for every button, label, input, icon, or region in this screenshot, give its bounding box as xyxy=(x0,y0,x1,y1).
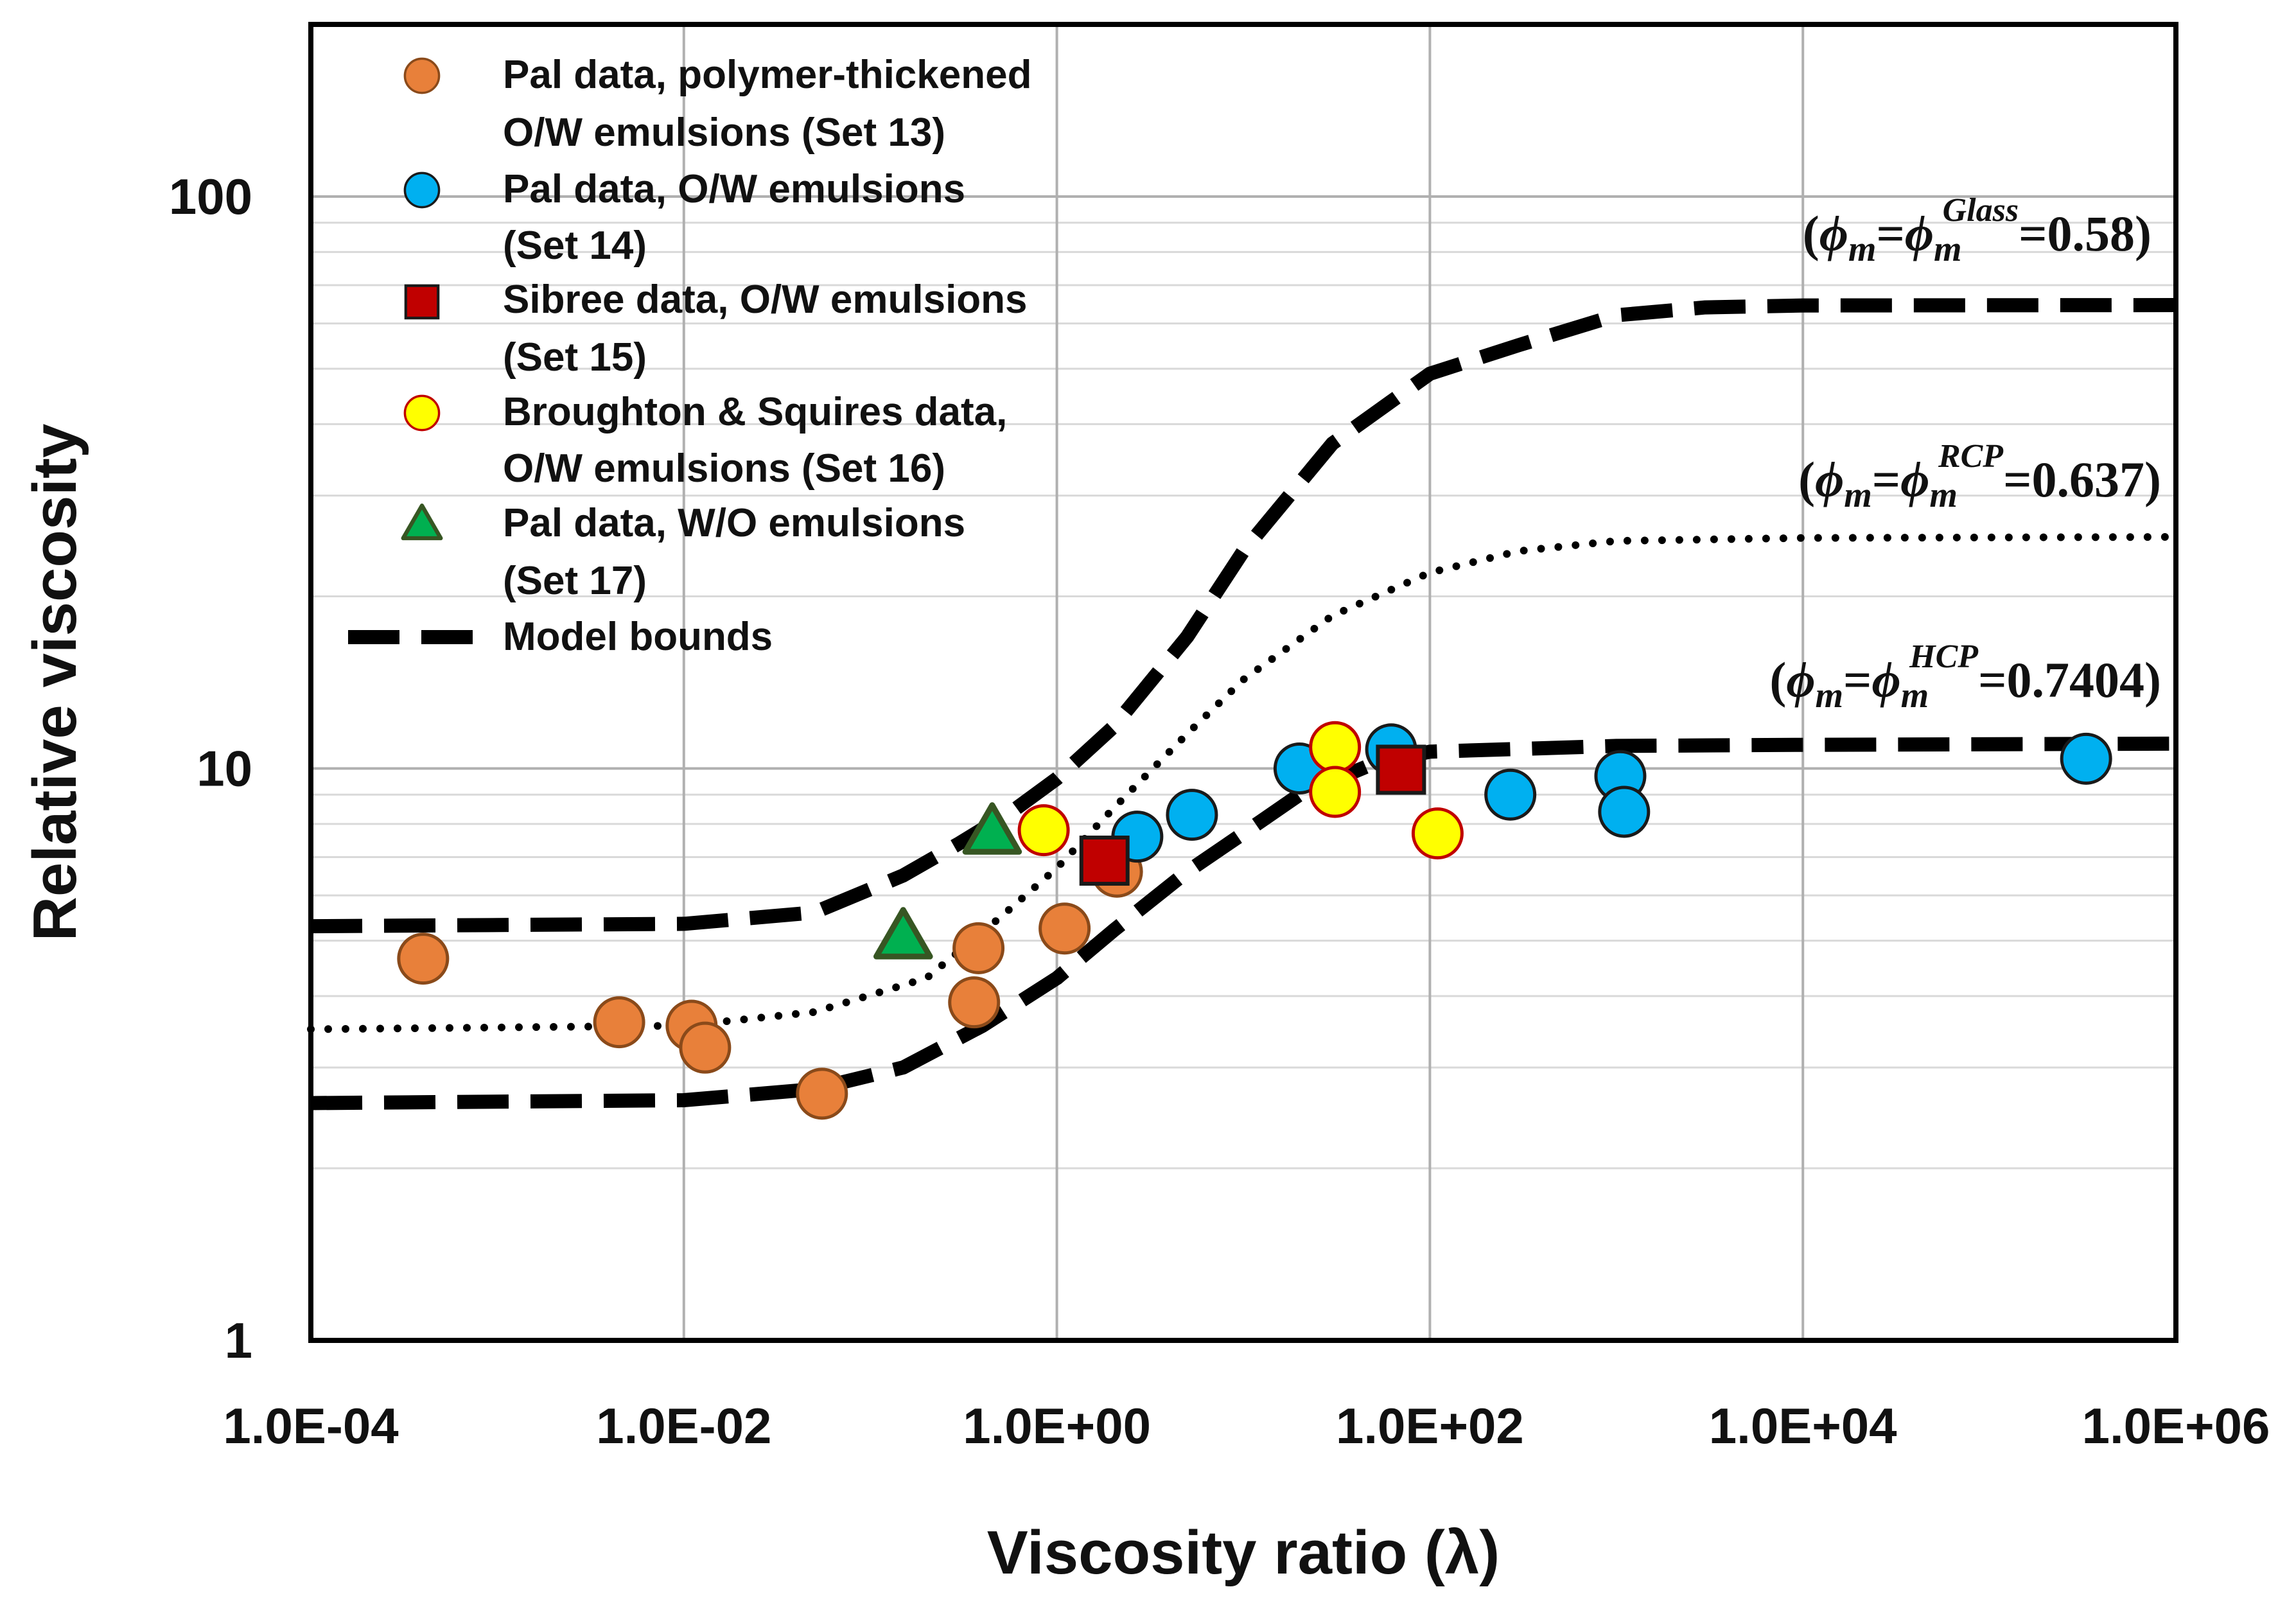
data-point-set-14 xyxy=(1166,789,1218,841)
annotation-subscript: m xyxy=(1815,676,1843,715)
data-point-set-13 xyxy=(679,1021,732,1074)
legend-label: O/W emulsions (Set 16) xyxy=(503,446,945,491)
annotation-phi: ϕ xyxy=(1900,452,1929,507)
annotation-phi: ϕ xyxy=(1871,652,1900,708)
data-point-set-13 xyxy=(397,933,450,985)
data-points xyxy=(397,721,2112,1120)
data-point-set-16 xyxy=(1411,807,1464,860)
y-axis-title: Relative viscosity xyxy=(21,424,89,942)
legend-label: Pal data, O/W emulsions xyxy=(503,167,965,211)
annotation-superscript: HCP xyxy=(1909,638,1979,675)
y-tick-label: 1 xyxy=(225,1312,252,1369)
model-curve-glass xyxy=(310,298,2177,934)
legend-label: O/W emulsions (Set 13) xyxy=(503,110,945,155)
data-point-set-16 xyxy=(1309,766,1362,818)
legend-marker-set-13 xyxy=(403,57,441,94)
annotation-glass: (ϕm=ϕmGlass=0.58) xyxy=(1803,192,2151,269)
legend: Pal data, polymer-thickened O/W emulsions… xyxy=(348,53,1031,659)
legend-label: (Set 14) xyxy=(503,224,647,268)
data-point-set-14 xyxy=(2060,732,2112,785)
data-point-set-13 xyxy=(796,1067,848,1120)
annotation-rcp: (ϕm=ϕmRCP=0.637) xyxy=(1798,438,2161,515)
legend-label: (Set 17) xyxy=(503,559,647,603)
annotation-subscript: m xyxy=(1934,229,1962,269)
legend-marker-set-14 xyxy=(403,171,441,209)
annotation-phi: ϕ xyxy=(1819,206,1848,261)
x-axis-title: Viscosity ratio (λ) xyxy=(987,1518,1500,1587)
annotation-hcp: (ϕm=ϕmHCP=0.7404) xyxy=(1769,638,2161,715)
legend-label: Pal data, W/O emulsions xyxy=(503,501,965,545)
legend-label: Sibree data, O/W emulsions xyxy=(503,277,1028,322)
annotation-equals: = xyxy=(1872,452,1900,507)
y-tick-label: 100 xyxy=(169,168,252,225)
axis-ticks: 1.0E-04 1.0E-02 1.0E+00 1.0E+02 1.0E+04 1.0E+… xyxy=(169,168,2270,1454)
data-point-set-17 xyxy=(962,802,1022,855)
annotation-subscript: m xyxy=(1901,676,1929,715)
x-tick-label: 1.0E-02 xyxy=(596,1398,771,1454)
annotation-subscript: m xyxy=(1848,229,1877,269)
x-tick-label: 1.0E+00 xyxy=(963,1398,1151,1454)
data-point-set-14 xyxy=(1598,785,1651,838)
annotation-paren: ( xyxy=(1769,652,1786,708)
data-point-set-13 xyxy=(593,996,645,1049)
data-point-set-16 xyxy=(1017,804,1070,857)
legend-marker-set-15 xyxy=(404,284,440,320)
annotation-equals: = xyxy=(1876,206,1904,261)
legend-label: Broughton & Squires data, xyxy=(503,390,1007,434)
annotation-subscript: m xyxy=(1844,475,1872,515)
legend-marker-set-17 xyxy=(401,504,443,541)
annotation-subscript: m xyxy=(1929,475,1958,515)
annotation-value: =0.58) xyxy=(2019,206,2151,261)
plot-area-frame xyxy=(308,22,2178,1343)
data-point-set-14 xyxy=(1484,768,1537,821)
legend-label: (Set 15) xyxy=(503,335,647,380)
curve-annotations: (ϕm=ϕmGlass=0.58)(ϕm=ϕmRCP=0.637)(ϕm=ϕmH… xyxy=(1769,192,2161,715)
y-tick-label: 10 xyxy=(197,741,252,797)
annotation-superscript: Glass xyxy=(1943,192,2019,229)
data-point-set-13 xyxy=(948,976,1001,1029)
x-tick-label: 1.0E+02 xyxy=(1336,1398,1524,1454)
annotation-phi: ϕ xyxy=(1815,452,1844,507)
data-point-set-13 xyxy=(952,922,1005,974)
data-point-set-16 xyxy=(1309,721,1362,773)
annotation-paren: ( xyxy=(1798,452,1815,507)
annotation-equals: = xyxy=(1843,652,1871,708)
annotation-phi: ϕ xyxy=(1905,206,1934,261)
legend-label: Pal data, polymer-thickened xyxy=(503,53,1031,97)
annotation-value: =0.7404) xyxy=(1978,652,2161,708)
x-tick-label: 1.0E-04 xyxy=(223,1398,398,1454)
legend-marker-set-16 xyxy=(403,394,441,432)
legend-label: Model bounds xyxy=(503,615,773,659)
data-point-set-13 xyxy=(1038,902,1091,955)
annotation-value: =0.637) xyxy=(2003,452,2161,507)
annotation-phi: ϕ xyxy=(1786,652,1815,708)
annotation-superscript: RCP xyxy=(1938,438,2004,475)
annotation-paren: ( xyxy=(1803,206,1819,261)
data-point-set-15 xyxy=(1376,744,1426,795)
data-point-set-15 xyxy=(1079,836,1130,886)
data-point-set-17 xyxy=(873,907,933,960)
x-tick-label: 1.0E+06 xyxy=(2082,1398,2270,1454)
x-tick-label: 1.0E+04 xyxy=(1709,1398,1897,1454)
